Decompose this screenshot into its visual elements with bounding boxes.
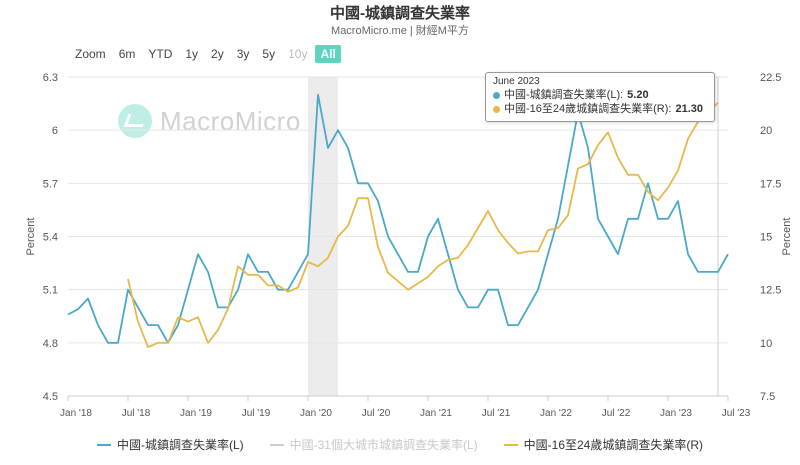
range-button-10y[interactable]: 10y [288,47,308,61]
tooltip-value: 5.20 [627,89,649,101]
y-left-axis-label: Percent [25,218,37,256]
y-left-tick-label: 6.3 [43,72,58,84]
range-button-ytd[interactable]: YTD [148,47,173,61]
legend-item[interactable]: 中國-城鎮調查失業率(L) [96,436,244,453]
x-tick-label: Jul '23 [722,408,751,419]
legend-item[interactable]: 中國-16至24歲城鎮調查失業率(R) [503,436,704,453]
series-line-youth-unemployment-rate [127,101,719,349]
legend-label: 中國-31個大城市城鎮調查失業率(L) [289,438,478,452]
series-dot-icon [493,91,500,99]
legend-line-icon [503,443,518,446]
tooltip-label: 中國-16至24歲城鎮調查失業率(R): [504,103,672,115]
range-button-1y[interactable]: 1y [185,47,199,61]
chart-legend: 中國-城鎮調查失業率(L) 中國-31個大城市城鎮調查失業率(L) 中國-16至24… [0,436,800,453]
y-left-tick-label: 6 [52,125,58,137]
y-right-tick-label: 17.5 [760,178,781,190]
y-right-tick-label: 12.5 [760,285,781,297]
y-right-tick-label: 10 [760,338,772,350]
legend-label: 中國-城鎮調查失業率(L) [116,438,244,452]
x-tick-label: Jan '18 [60,408,92,419]
legend-line-icon [269,443,284,446]
x-tick-label: Jan '20 [300,408,332,419]
y-right-tick-label: 22.5 [760,72,781,84]
page-title: 中國-城鎮調查失業率 [330,5,470,22]
x-tick-label: Jul '21 [482,408,511,419]
range-button-6m[interactable]: 6m [118,47,136,61]
x-tick-label: Jan '21 [420,408,452,419]
y-left-tick-label: 4.5 [43,391,58,403]
page-subtitle: MacroMicro.me | 財經M平方 [331,25,469,37]
x-tick-label: Jan '19 [180,408,212,419]
range-button-all[interactable]: All [315,45,341,63]
x-tick-label: Jan '22 [540,408,572,419]
tooltip-label: 中國-城鎮調查失業率(L): [504,89,624,101]
series-dot-icon [493,105,500,113]
y-left-tick-label: 4.8 [43,338,58,350]
range-selector: Zoom 6m YTD 1y 2y 3y 5y 10y All [70,45,341,63]
legend-label: 中國-16至24歲城鎮調查失業率(R) [523,438,704,452]
y-left-tick-label: 5.4 [43,232,58,244]
macromicro-logo-icon [118,104,152,138]
x-tick-label: Jul '22 [602,408,631,419]
y-right-tick-label: 15 [760,232,772,244]
x-tick-label: Jan '23 [660,408,692,419]
legend-line-icon [96,443,111,446]
range-button-2y[interactable]: 2y [211,47,224,61]
zoom-label: Zoom [75,47,106,61]
series-line-unemployment-rate [67,93,729,344]
y-left-tick-label: 5.1 [43,285,58,297]
x-tick-label: Jul '18 [122,408,151,419]
y-left-tick-label: 5.7 [43,178,58,190]
tooltip-row: 中國-16至24歲城鎮調查失業率(R): 21.30 [493,102,707,116]
y-right-tick-label: 20 [760,125,772,137]
x-tick-label: Jul '20 [362,408,391,419]
tooltip-row: 中國-城鎮調查失業率(L): 5.20 [493,88,707,102]
tooltip-value: 21.30 [675,103,703,115]
tooltip-date: June 2023 [493,76,540,87]
x-tick-label: Jul '19 [242,408,271,419]
range-button-5y[interactable]: 5y [262,47,276,61]
legend-item[interactable]: 中國-31個大城市城鎮調查失業率(L) [269,436,478,453]
range-button-3y[interactable]: 3y [236,47,250,61]
y-right-axis-label: Percent [781,218,793,256]
chart-tooltip: June 2023 中國-城鎮調查失業率(L): 5.20 中國-16至24歲城… [485,72,715,122]
y-right-tick-label: 7.5 [760,391,775,403]
